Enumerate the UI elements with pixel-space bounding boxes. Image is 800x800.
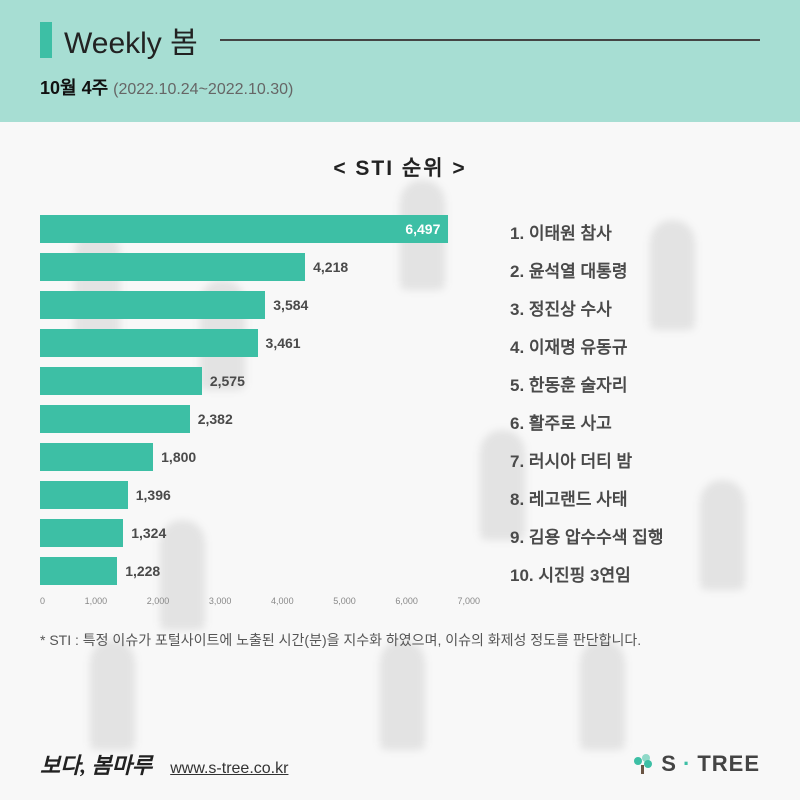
bar-value-label: 1,228 <box>125 563 160 579</box>
rank-item: 9. 김용 압수수색 집행 <box>510 516 760 554</box>
bar-fill <box>40 557 117 585</box>
bar-row: 4,218 <box>40 248 480 286</box>
logo-dot: · <box>683 751 691 777</box>
header-bar: Weekly 봄 10월 4주 (2022.10.24~2022.10.30) <box>0 0 800 122</box>
bar-value-label: 4,218 <box>313 259 348 275</box>
tree-icon <box>631 752 655 776</box>
bar-fill <box>40 519 123 547</box>
title-accent <box>40 22 52 58</box>
bar-row: 2,382 <box>40 400 480 438</box>
bars-column: 6,497 4,218 3,584 3,461 2,575 2,382 1,800 1,396… <box>40 210 480 606</box>
silhouette <box>380 640 425 750</box>
page-title: Weekly 봄 <box>64 18 198 62</box>
x-tick: 7,000 <box>457 596 480 606</box>
rank-item: 3. 정진상 수사 <box>510 288 760 326</box>
subheader: 10월 4주 (2022.10.24~2022.10.30) <box>0 62 800 104</box>
x-tick: 4,000 <box>271 596 294 606</box>
bar-value-label: 3,584 <box>273 297 308 313</box>
bar-row: 1,800 <box>40 438 480 476</box>
bar-value-label: 2,382 <box>198 411 233 427</box>
rank-item: 1. 이태원 참사 <box>510 212 760 250</box>
tagline: 보다, 봄마루 <box>40 748 152 780</box>
header-rule <box>220 39 760 41</box>
logo-text-b: TREE <box>697 751 760 777</box>
rank-item: 5. 한동훈 술자리 <box>510 364 760 402</box>
bar-row: 1,396 <box>40 476 480 514</box>
logo: S·TREE <box>631 751 760 777</box>
bar-fill: 6,497 <box>40 215 448 243</box>
x-axis: 0 1,000 2,000 3,000 4,000 5,000 6,000 7,000 <box>40 596 480 606</box>
x-tick: 1,000 <box>85 596 108 606</box>
x-tick: 5,000 <box>333 596 356 606</box>
bar-value-label: 1,800 <box>161 449 196 465</box>
bar-row: 2,575 <box>40 362 480 400</box>
bar-fill <box>40 253 305 281</box>
week-label: 10월 4주 <box>40 78 108 98</box>
bar-value-label: 2,575 <box>210 373 245 389</box>
bar-fill <box>40 481 128 509</box>
rank-item: 8. 레고랜드 사태 <box>510 478 760 516</box>
footnote: * STI : 특정 이슈가 포털사이트에 노출된 시간(분)을 지수화 하였으… <box>0 616 800 650</box>
bar-fill <box>40 329 258 357</box>
bar-value-label: 1,324 <box>131 525 166 541</box>
bar-value-label: 6,497 <box>405 221 440 237</box>
x-tick: 6,000 <box>395 596 418 606</box>
bar-row: 3,461 <box>40 324 480 362</box>
logo-text-a: S <box>661 751 677 777</box>
bar-row: 1,324 <box>40 514 480 552</box>
rank-column: 1. 이태원 참사2. 윤석열 대통령3. 정진상 수사4. 이재명 유동규5.… <box>510 210 760 606</box>
silhouette <box>90 640 135 750</box>
rank-item: 4. 이재명 유동규 <box>510 326 760 364</box>
rank-item: 2. 윤석열 대통령 <box>510 250 760 288</box>
bar-value-label: 1,396 <box>136 487 171 503</box>
chart-body: 6,497 4,218 3,584 3,461 2,575 2,382 1,800 1,396… <box>40 210 760 606</box>
bar-fill <box>40 367 202 395</box>
silhouette <box>580 640 625 750</box>
bar-row: 3,584 <box>40 286 480 324</box>
x-tick: 3,000 <box>209 596 232 606</box>
chart-title: < STI 순위 > <box>40 152 760 182</box>
rank-item: 7. 러시아 더티 밤 <box>510 440 760 478</box>
footer: 보다, 봄마루 www.s-tree.co.kr S·TREE <box>0 748 800 780</box>
x-tick: 2,000 <box>147 596 170 606</box>
bar-fill <box>40 443 153 471</box>
bar-row: 1,228 <box>40 552 480 590</box>
rank-item: 6. 활주로 사고 <box>510 402 760 440</box>
date-range: (2022.10.24~2022.10.30) <box>113 81 293 98</box>
bar-row: 6,497 <box>40 210 480 248</box>
bar-fill <box>40 291 265 319</box>
site-link[interactable]: www.s-tree.co.kr <box>170 760 288 778</box>
rank-item: 10. 시진핑 3연임 <box>510 554 760 592</box>
x-tick: 0 <box>40 596 45 606</box>
bar-value-label: 3,461 <box>266 335 301 351</box>
bar-fill <box>40 405 190 433</box>
